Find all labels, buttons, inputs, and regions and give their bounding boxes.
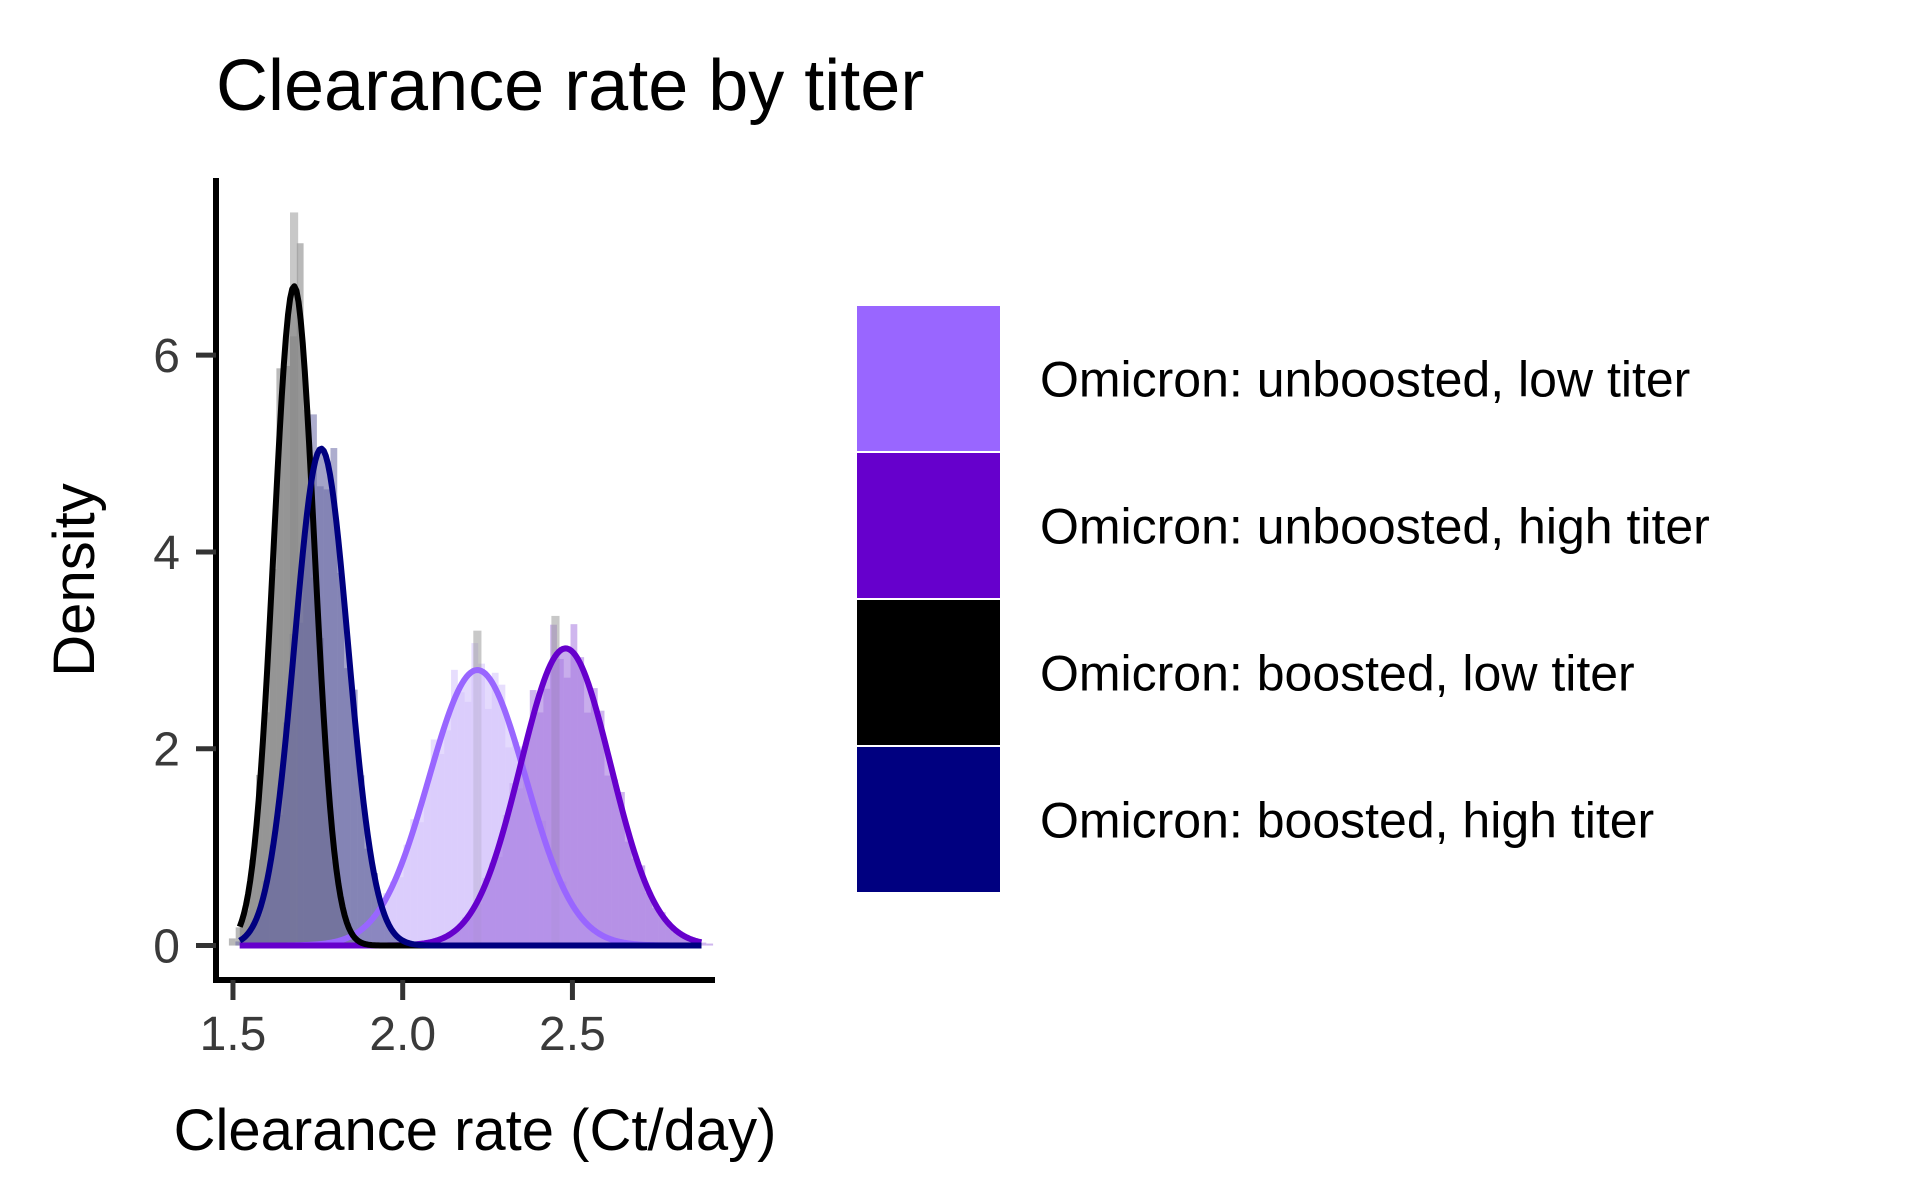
x-tick-label: 2.5 [539,1008,606,1061]
legend-swatch [857,600,1000,745]
density-area-4 [239,448,702,946]
legend: Omicron: unboosted, low titer Omicron: un… [857,306,1710,892]
x-axis-ticks: 1.5 2.0 2.5 [200,980,606,1061]
histogram-bar [699,942,707,946]
density-lines [236,283,703,949]
y-tick-label: 6 [153,330,180,383]
density-area-1 [239,670,702,946]
y-tick-label: 4 [153,527,180,580]
histogram-bar [228,938,236,946]
plot-area [228,212,714,949]
legend-label: Omicron: unboosted, low titer [1040,352,1690,408]
chart-title: Clearance rate by titer [216,46,924,126]
y-axis-title: Density [42,483,107,676]
legend-label: Omicron: boosted, low titer [1040,646,1635,702]
legend-label: Omicron: boosted, high titer [1040,793,1654,849]
density-line-4 [238,445,703,949]
legend-swatch [857,747,1000,892]
y-tick-label: 2 [153,724,180,777]
histogram-bar [235,941,243,946]
histogram-bar [706,943,714,946]
legend-swatch [857,453,1000,598]
x-axis-title: Clearance rate (Ct/day) [174,1098,777,1163]
density-line-2 [238,645,703,949]
legend-label: Omicron: unboosted, high titer [1040,499,1710,555]
histogram-bar [235,927,243,946]
y-tick-label: 0 [153,921,180,974]
density-area-2 [239,648,702,946]
y-axis-ticks: 0 2 4 6 [153,330,216,974]
x-tick-label: 2.0 [369,1008,436,1061]
x-tick-label: 1.5 [200,1008,267,1061]
legend-swatch [857,306,1000,451]
